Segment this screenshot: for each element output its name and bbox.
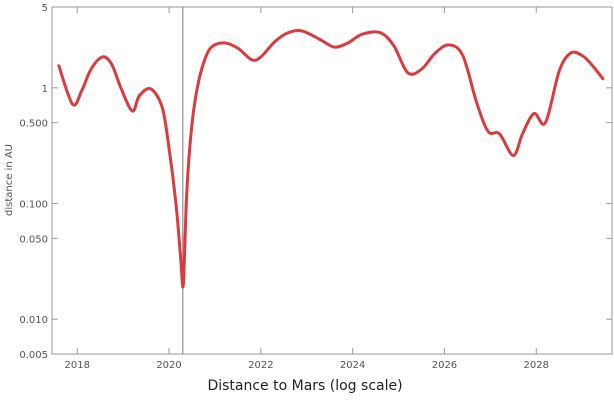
x-tick-label: 2026 [432, 360, 457, 371]
distance-line [57, 29, 605, 289]
y-tick-label: 5 [42, 3, 48, 14]
x-axis: 2018 2020 2022 2024 2026 2028 [65, 7, 549, 371]
x-tick-label: 2018 [65, 360, 90, 371]
y-tick-label: 0.010 [19, 315, 48, 326]
x-tick-label: 2020 [156, 360, 181, 371]
x-tick-label: 2022 [248, 360, 273, 371]
x-tick-label: 2028 [524, 360, 549, 371]
y-tick-label: 0.050 [19, 234, 48, 245]
chart-title: Distance to Mars (log scale) [207, 378, 402, 394]
plot-frame [51, 6, 613, 355]
y-tick-label: 0.005 [19, 350, 48, 361]
x-tick-label: 2024 [340, 360, 365, 371]
y-axis: 0.005 0.010 0.050 0.100 0.500 1 5 [19, 3, 612, 361]
y-tick-label: 0.100 [19, 200, 48, 211]
y-tick-label: 0.500 [19, 119, 48, 130]
y-axis-label: distance in AU [4, 144, 15, 216]
y-tick-label: 1 [42, 84, 48, 95]
